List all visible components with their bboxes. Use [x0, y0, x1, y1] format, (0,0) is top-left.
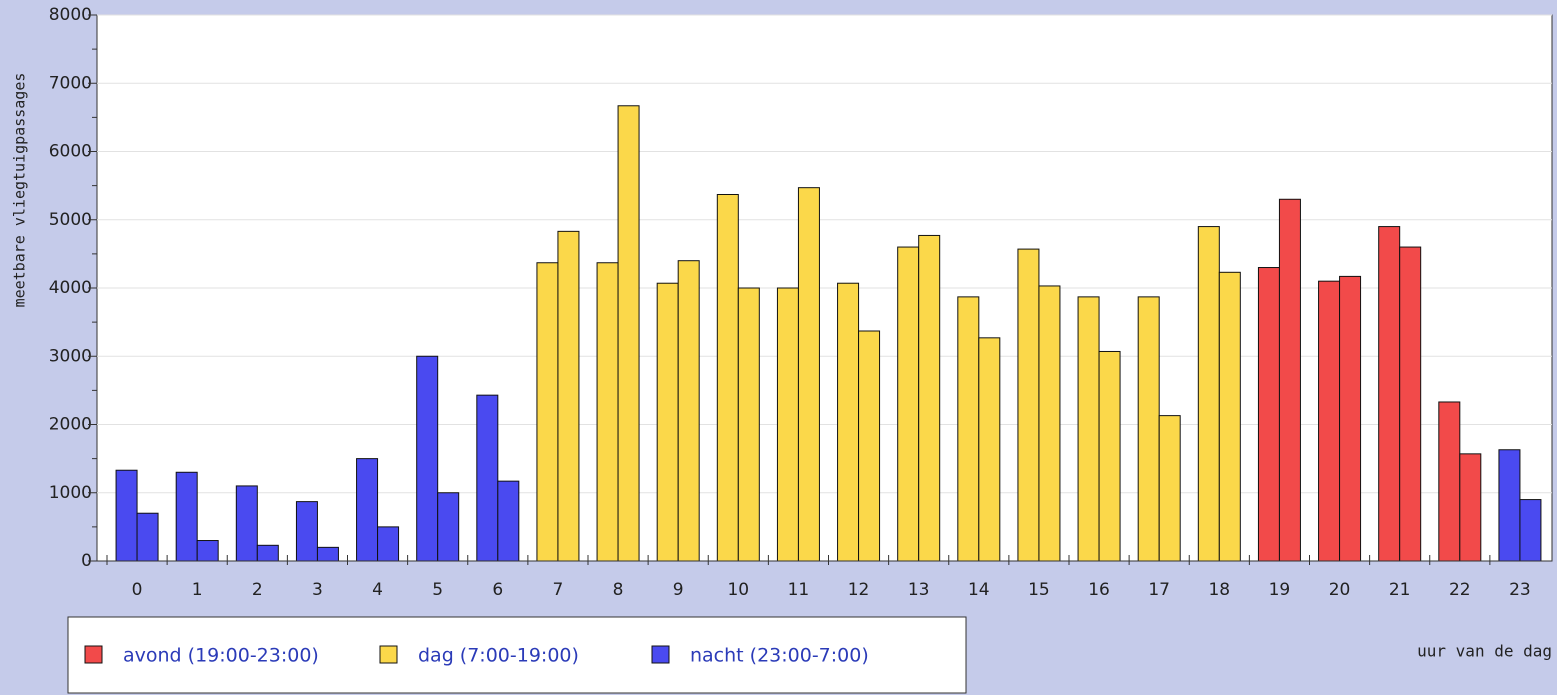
- x-tick-label: 14: [968, 580, 990, 600]
- bar: [1498, 449, 1521, 562]
- bar: [356, 458, 379, 562]
- bar: [918, 234, 941, 562]
- x-tick-label: 7: [553, 580, 564, 600]
- y-tick-label: 8000: [49, 5, 92, 25]
- x-tick-label: 16: [1088, 580, 1110, 600]
- y-tick-label: 3000: [49, 346, 92, 366]
- bar: [617, 105, 640, 562]
- x-tick-label: 6: [492, 580, 503, 600]
- bar: [797, 187, 820, 562]
- x-tick-label: 5: [432, 580, 443, 600]
- x-tick-label: 2: [252, 580, 263, 600]
- legend-label: nacht (23:00-7:00): [690, 645, 869, 667]
- y-tick-label: 1000: [49, 483, 92, 503]
- bar: [1438, 401, 1461, 562]
- y-tick-label: 5000: [49, 210, 92, 230]
- legend: [67, 616, 967, 694]
- bar: [557, 230, 580, 562]
- bar: [1158, 415, 1181, 562]
- bar: [656, 282, 679, 562]
- bar: [1137, 296, 1160, 562]
- x-tick-label: 9: [673, 580, 684, 600]
- bar: [837, 282, 860, 562]
- x-tick-label: 10: [727, 580, 749, 600]
- bar: [1038, 285, 1061, 562]
- bar: [1077, 296, 1100, 562]
- bar: [858, 330, 881, 562]
- bar: [776, 287, 799, 562]
- legend-swatch: [84, 645, 103, 664]
- bar: [437, 492, 460, 562]
- x-tick-label: 4: [372, 580, 383, 600]
- legend-label: dag (7:00-19:00): [418, 645, 579, 667]
- bar: [1399, 246, 1422, 562]
- legend-swatch: [379, 645, 398, 664]
- bar: [957, 296, 980, 562]
- y-tick-label: 7000: [49, 73, 92, 93]
- bar: [536, 262, 559, 562]
- x-tick-label: 11: [788, 580, 810, 600]
- bar: [737, 287, 760, 562]
- x-tick-label: 22: [1449, 580, 1471, 600]
- legend-label: avond (19:00-23:00): [123, 645, 319, 667]
- x-tick-label: 1: [192, 580, 203, 600]
- bar: [1459, 453, 1482, 562]
- bar: [136, 512, 159, 562]
- y-tick-label: 2000: [49, 415, 92, 435]
- bar: [1339, 275, 1362, 562]
- x-tick-label: 0: [132, 580, 143, 600]
- bar: [115, 469, 138, 562]
- x-tick-label: 12: [848, 580, 870, 600]
- bar: [416, 355, 439, 562]
- bar: [235, 485, 258, 562]
- bar: [1278, 198, 1301, 562]
- y-axis-label: meetbare vliegtuigpassages: [11, 73, 29, 308]
- bar: [1218, 271, 1241, 562]
- x-tick-label: 20: [1329, 580, 1351, 600]
- bar: [897, 246, 920, 562]
- y-tick-label: 4000: [49, 278, 92, 298]
- y-tick-label: 0: [81, 551, 92, 571]
- x-tick-label: 18: [1208, 580, 1230, 600]
- x-tick-label: 13: [908, 580, 930, 600]
- legend-swatch: [651, 645, 670, 664]
- bar: [677, 260, 700, 562]
- bar: [196, 540, 219, 562]
- bar: [1318, 280, 1341, 562]
- bar: [1378, 226, 1401, 562]
- bar: [1197, 226, 1220, 562]
- bar: [1519, 499, 1542, 562]
- bar: [295, 501, 318, 562]
- bar: [978, 337, 1001, 562]
- x-tick-label: 21: [1389, 580, 1411, 600]
- x-tick-label: 19: [1269, 580, 1291, 600]
- x-tick-label: 23: [1509, 580, 1531, 600]
- bar: [1098, 350, 1121, 562]
- bar: [476, 394, 499, 562]
- bar: [377, 526, 400, 562]
- x-tick-label: 15: [1028, 580, 1050, 600]
- bar: [175, 471, 198, 562]
- y-tick-label: 6000: [49, 142, 92, 162]
- bar: [596, 262, 619, 562]
- bar: [497, 480, 520, 562]
- bar: [1017, 248, 1040, 562]
- bar: [1257, 267, 1280, 562]
- bar: [256, 544, 279, 562]
- x-axis-label: uur van de dag: [1417, 642, 1552, 661]
- x-tick-label: 8: [613, 580, 624, 600]
- bar: [716, 193, 739, 562]
- x-tick-label: 17: [1148, 580, 1170, 600]
- bar: [316, 546, 339, 562]
- x-tick-label: 3: [312, 580, 323, 600]
